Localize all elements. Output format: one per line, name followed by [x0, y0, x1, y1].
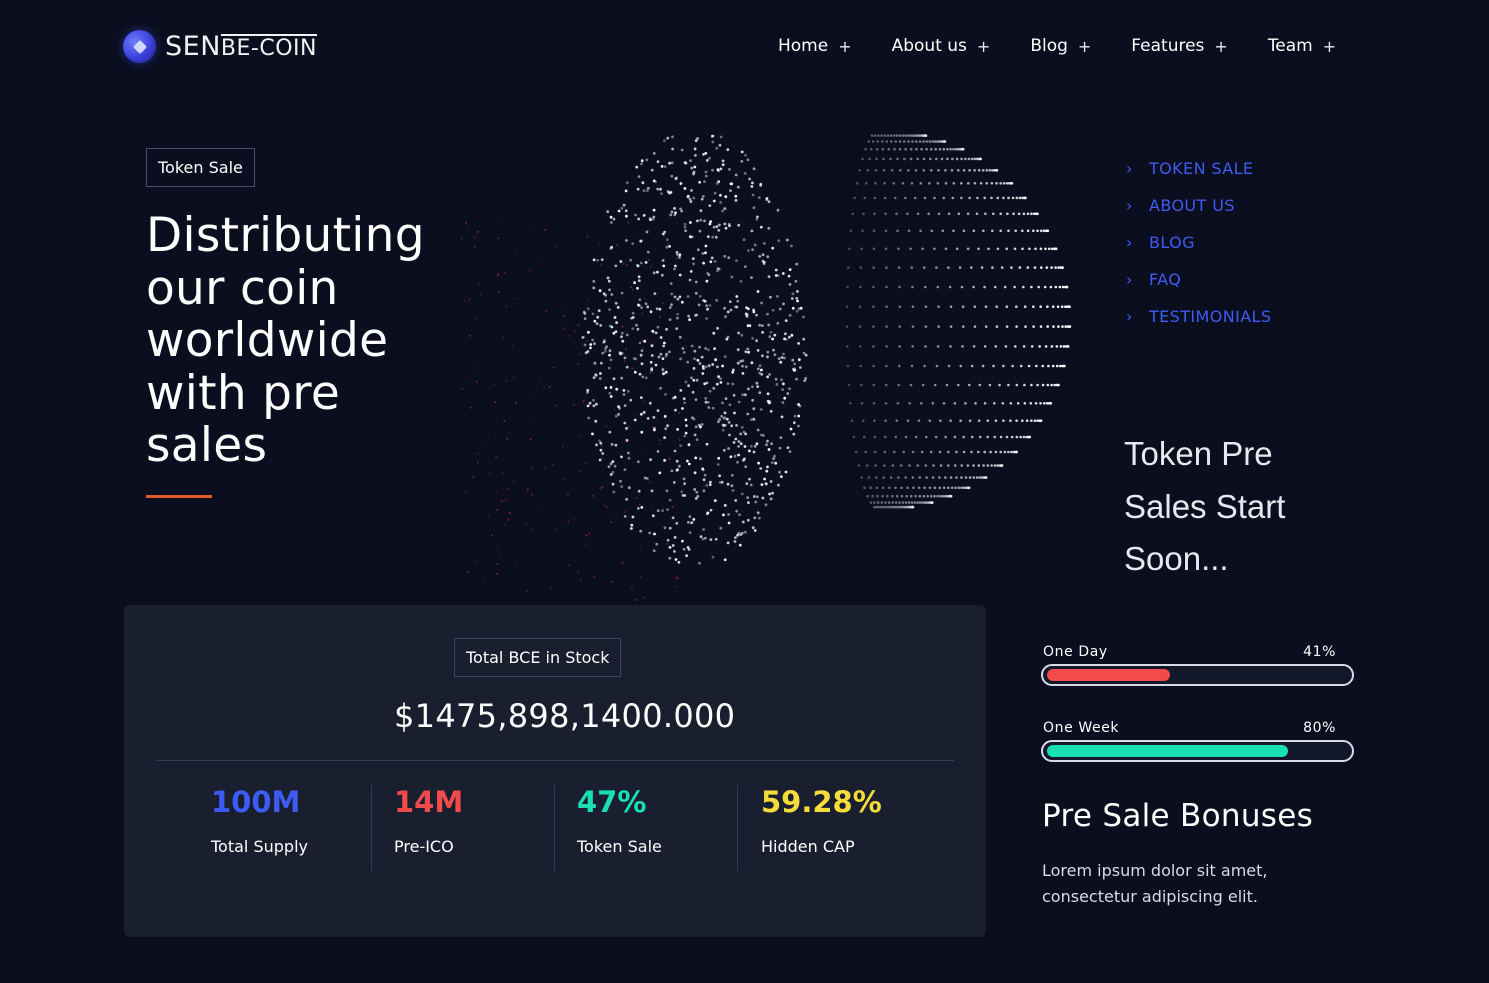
- plus-icon: +: [1322, 36, 1337, 56]
- stat-label: Total Supply: [211, 837, 308, 856]
- nav-item-team[interactable]: Team +: [1268, 36, 1336, 56]
- side-nav-item-token-sale[interactable]: › TOKEN SALE: [1126, 150, 1271, 187]
- divider: [554, 785, 555, 871]
- side-nav-label: TESTIMONIALS: [1149, 307, 1272, 326]
- progress-one-day: One Day 41%: [1041, 644, 1354, 686]
- progress-fill: [1047, 669, 1171, 681]
- particle-globe-illustration: [460, 134, 1072, 601]
- stat-hidden-cap: 59.28% Hidden CAP: [761, 785, 882, 870]
- side-nav-item-blog[interactable]: › BLOG: [1126, 224, 1271, 261]
- side-nav-label: BLOG: [1149, 233, 1195, 252]
- hero-accent-line: [146, 495, 212, 498]
- nav-item-home[interactable]: Home +: [778, 36, 852, 56]
- plus-icon: +: [838, 36, 852, 56]
- progress-fill: [1047, 745, 1288, 757]
- nav-item-blog[interactable]: Blog +: [1030, 36, 1091, 56]
- hero-title: Distributing our coin worldwide with pre…: [146, 208, 425, 473]
- divider: [156, 760, 954, 761]
- side-nav-item-about-us[interactable]: › ABOUT US: [1126, 187, 1271, 224]
- stock-badge: Total BCE in Stock: [454, 638, 622, 677]
- side-nav-label: TOKEN SALE: [1149, 159, 1254, 178]
- logo-text: SENBE-COIN: [165, 31, 317, 62]
- progress-label: One Day: [1043, 644, 1108, 660]
- stat-label: Pre-ICO: [394, 837, 454, 856]
- stat-total-supply: 100M Total Supply: [211, 785, 308, 870]
- nav-item-label: Blog: [1030, 36, 1068, 56]
- presale-heading: Token Pre Sales Start Soon...: [1124, 435, 1286, 577]
- chevron-right-icon: ›: [1126, 159, 1133, 178]
- nav-item-label: About us: [891, 36, 967, 56]
- nav-item-about-us[interactable]: About us +: [892, 36, 991, 56]
- stat-token-sale: 47% Token Sale: [577, 785, 662, 870]
- progress-one-week: One Week 80%: [1041, 720, 1354, 762]
- stat-value: 59.28%: [761, 785, 882, 819]
- bonus-text: Lorem ipsum dolor sit amet, consectetur …: [1042, 861, 1268, 906]
- chevron-right-icon: ›: [1126, 307, 1133, 326]
- progress-track: [1041, 740, 1354, 762]
- plus-icon: +: [976, 36, 991, 56]
- stats-card: Total BCE in Stock $1475,898,1400.000 10…: [124, 605, 986, 937]
- nav-item-features[interactable]: Features +: [1131, 36, 1228, 56]
- logo-icon: [123, 30, 156, 63]
- side-nav-label: FAQ: [1149, 270, 1182, 289]
- nav-item-label: Team: [1267, 36, 1313, 56]
- stock-amount: $1475,898,1400.000: [394, 697, 736, 735]
- chevron-right-icon: ›: [1126, 270, 1133, 289]
- logo[interactable]: SENBE-COIN: [123, 30, 317, 63]
- stat-pre-ico: 14M Pre-ICO: [394, 785, 463, 870]
- divider: [737, 785, 738, 871]
- stat-label: Token Sale: [577, 837, 662, 856]
- stat-value: 47%: [577, 785, 647, 819]
- progress-label: One Week: [1043, 720, 1120, 736]
- divider: [371, 785, 372, 871]
- nav-item-label: Features: [1131, 36, 1205, 56]
- token-sale-badge: Token Sale: [146, 148, 255, 187]
- stat-value: 100M: [211, 785, 301, 819]
- plus-icon: +: [1077, 36, 1092, 56]
- stat-value: 14M: [394, 785, 464, 819]
- progress-percent: 80%: [1303, 720, 1336, 736]
- side-nav-item-testimonials[interactable]: › TESTIMONIALS: [1126, 298, 1271, 335]
- chevron-right-icon: ›: [1126, 233, 1133, 252]
- side-nav-item-faq[interactable]: › FAQ: [1126, 261, 1271, 298]
- progress-track: [1041, 664, 1354, 686]
- progress-percent: 41%: [1303, 644, 1336, 660]
- side-nav-label: ABOUT US: [1149, 196, 1235, 215]
- main-nav: Home + About us + Blog + Features + Team…: [778, 36, 1376, 56]
- nav-item-label: Home: [778, 36, 829, 56]
- bonus-title: Pre Sale Bonuses: [1042, 798, 1314, 834]
- stat-label: Hidden CAP: [761, 837, 855, 856]
- chevron-right-icon: ›: [1126, 196, 1133, 215]
- plus-icon: +: [1214, 36, 1228, 56]
- side-nav: › TOKEN SALE › ABOUT US › BLOG › FAQ › T…: [1126, 150, 1271, 335]
